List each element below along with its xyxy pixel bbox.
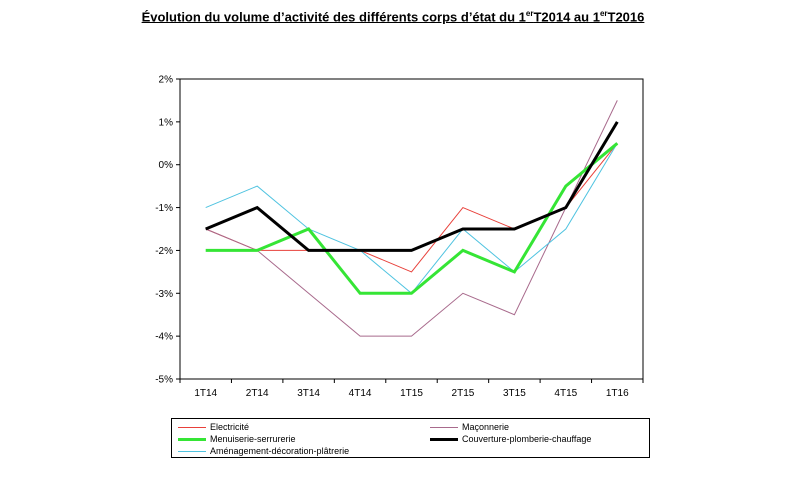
- y-tick-label: 1%: [159, 117, 174, 128]
- legend-swatch-couverture: [430, 438, 458, 442]
- legend-swatch-amenagement: [178, 451, 206, 453]
- y-tick-label: -3%: [155, 289, 173, 300]
- x-tick-label: 1T14: [194, 388, 217, 399]
- title-sup-2: er: [599, 9, 608, 18]
- legend-label-amenagement: Aménagement-décoration-plâtrerie: [210, 446, 350, 456]
- legend-item-amenagement: Aménagement-décoration-plâtrerie: [178, 445, 349, 457]
- series-line-2: [205, 142, 619, 295]
- x-tick-label: 4T15: [554, 388, 577, 399]
- legend-label-electricite: Electricité: [210, 422, 250, 432]
- title-text-1: Évolution du volume d’activité des diffé…: [141, 9, 526, 25]
- x-tick-label: 2T15: [452, 388, 475, 399]
- x-tick-label: 3T14: [297, 388, 320, 399]
- series-line-0: [205, 142, 618, 273]
- y-tick-label: 0%: [159, 160, 174, 171]
- legend-label-couverture: Couverture-plomberie-chauffage: [462, 434, 592, 444]
- chart-series: [205, 100, 619, 337]
- legend-label-maconnerie: Maçonnerie: [462, 422, 510, 432]
- x-tick-label: 1T16: [606, 388, 629, 399]
- legend-label-menuiserie: Menuiserie-serrurerie: [210, 434, 296, 444]
- series-line-1: [205, 100, 618, 337]
- y-tick-label: -4%: [155, 332, 173, 343]
- x-tick-label: 2T14: [246, 388, 269, 399]
- title-text-3: T2016: [607, 9, 645, 25]
- title-text-2: T2014 au 1: [533, 9, 600, 25]
- legend-item-electricite: Electricité: [178, 421, 249, 433]
- y-tick-label: -1%: [155, 203, 173, 214]
- y-tick-label: 2%: [159, 75, 174, 86]
- legend: Electricité Maçonnerie Menuiserie-serrur…: [171, 418, 650, 458]
- legend-swatch-menuiserie: [178, 438, 206, 442]
- x-tick-label: 3T15: [503, 388, 526, 399]
- x-tick-label: 1T15: [400, 388, 423, 399]
- legend-swatch-maconnerie: [430, 427, 458, 429]
- legend-item-maconnerie: Maçonnerie: [430, 421, 509, 433]
- x-tick-label: 4T14: [349, 388, 372, 399]
- legend-swatch-electricite: [178, 427, 206, 429]
- title-sup-1: er: [525, 9, 534, 18]
- series-line-4: [205, 143, 618, 295]
- plot-area: [179, 78, 644, 380]
- y-tick-label: -2%: [155, 246, 173, 257]
- legend-item-couverture: Couverture-plomberie-chauffage: [430, 433, 591, 445]
- y-tick-label: -5%: [155, 375, 173, 386]
- chart-title: Évolution du volume d’activité des diffé…: [0, 9, 786, 24]
- chart-tick-labels: 2% 1% 0% -1% -2% -3% -4% -5% 1T14 2T14 3T14 4T14 1T1…: [155, 75, 629, 400]
- series-line-3: [205, 121, 619, 252]
- legend-item-menuiserie: Menuiserie-serrurerie: [178, 433, 296, 445]
- chart-axes: [176, 78, 644, 383]
